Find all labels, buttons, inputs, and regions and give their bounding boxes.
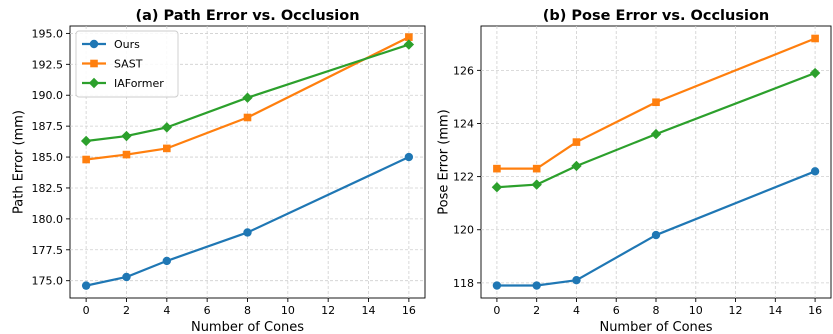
y-axis-label: Pose Error (mm) [437,109,452,215]
data-point-sast [405,33,413,41]
data-point-sast [163,144,171,153]
data-point-ours [81,281,91,290]
y-tick-label: 122 [453,171,474,184]
y-tick-label: 175.0 [32,275,64,288]
y-tick-label: 118 [453,277,474,290]
data-point-series-1 [651,230,661,240]
y-tick-label: 182.5 [32,182,64,195]
legend-marker-sast [90,59,98,68]
x-tick-label: 16 [808,304,822,317]
x-tick-label: 4 [573,304,580,317]
data-point-series-2 [811,34,819,43]
legend-marker-ours [89,39,99,49]
data-point-iaformer [121,130,132,142]
y-tick-label: 126 [453,64,474,77]
chart-title: (b) Pose Error vs. Occlusion [543,8,770,24]
x-axis-label: Number of Cones [599,320,712,334]
x-tick-label: 10 [689,304,703,317]
data-point-sast [122,150,131,159]
data-point-series-2 [532,164,541,173]
x-tick-label: 10 [281,304,295,317]
y-tick-label: 190.0 [32,89,64,102]
legend-marker-iaformer [88,77,100,89]
legend-label-sast: SAST [114,58,143,71]
grid [481,26,831,298]
x-tick-label: 6 [204,304,211,317]
x-tick-label: 0 [493,304,500,317]
data-point-series-1 [532,281,541,290]
x-tick-label: 2 [123,304,130,317]
x-axis-label: Number of Cones [191,320,304,334]
data-point-ours [243,228,252,237]
data-point-ours [404,152,414,162]
legend-box [75,30,179,98]
series-group [80,33,415,290]
x-tick-label: 12 [729,304,743,317]
data-point-sast [82,155,90,164]
legend: Ours SAST IAFormer [75,30,179,98]
legend-label-ours: Ours [114,38,140,51]
y-tick-label: 180.0 [32,213,64,226]
data-point-ours [122,272,131,282]
data-point-series-1 [492,281,502,290]
data-point-series-2 [493,164,501,173]
y-tick-label: 187.5 [32,120,64,133]
chart-panel-pose-error: 0 2 4 6 8 10 12 14 16 118 120 122 124 126 (b) Pose Er… [437,8,832,334]
data-point-series-3 [491,182,503,193]
data-point-series-2 [572,138,581,146]
data-point-series-3 [650,128,662,140]
y-axis-label: Path Error (mm) [12,110,27,214]
y-tick-label: 192.5 [32,58,64,71]
y-tick-label: 195.0 [32,27,64,40]
y-tick-label: 120 [453,224,474,237]
axis-ticks: 0 2 4 6 8 10 12 14 16 118 120 122 124 126 [453,64,822,317]
data-point-series-1 [810,167,820,176]
data-point-iaformer [403,39,415,50]
x-tick-label: 6 [613,304,620,317]
data-point-iaformer [80,135,92,147]
x-tick-label: 12 [321,304,335,317]
x-tick-label: 8 [653,304,660,317]
data-point-series-2 [652,98,660,107]
legend-label-iaformer: IAFormer [114,77,164,90]
data-point-ours [162,256,172,266]
chart-title: (a) Path Error vs. Occlusion [135,8,359,24]
data-point-series-1 [572,276,581,285]
axis-ticks: 0 2 4 6 8 10 12 14 16 175.0 177.5 180.0 182.5 185.0 18… [32,27,416,317]
data-point-series-3 [571,160,582,172]
x-tick-label: 8 [244,304,251,317]
y-tick-label: 185.0 [32,151,64,164]
x-tick-label: 16 [402,304,416,317]
x-tick-label: 0 [83,304,90,317]
data-point-series-3 [809,67,821,79]
x-tick-label: 14 [768,304,782,317]
x-tick-label: 14 [362,304,376,317]
chart-panel-path-error: 0 2 4 6 8 10 12 14 16 175.0 177.5 180.0 182.5 185.0 18… [12,8,426,334]
data-point-iaformer [161,122,173,133]
data-point-sast [243,113,252,122]
series-group [491,34,821,290]
data-point-series-3 [531,179,542,190]
grid [70,26,425,298]
y-tick-label: 124 [453,117,474,130]
data-point-iaformer [242,92,253,103]
x-tick-label: 2 [533,304,540,317]
x-tick-label: 4 [163,304,170,317]
y-tick-label: 177.5 [32,244,64,257]
